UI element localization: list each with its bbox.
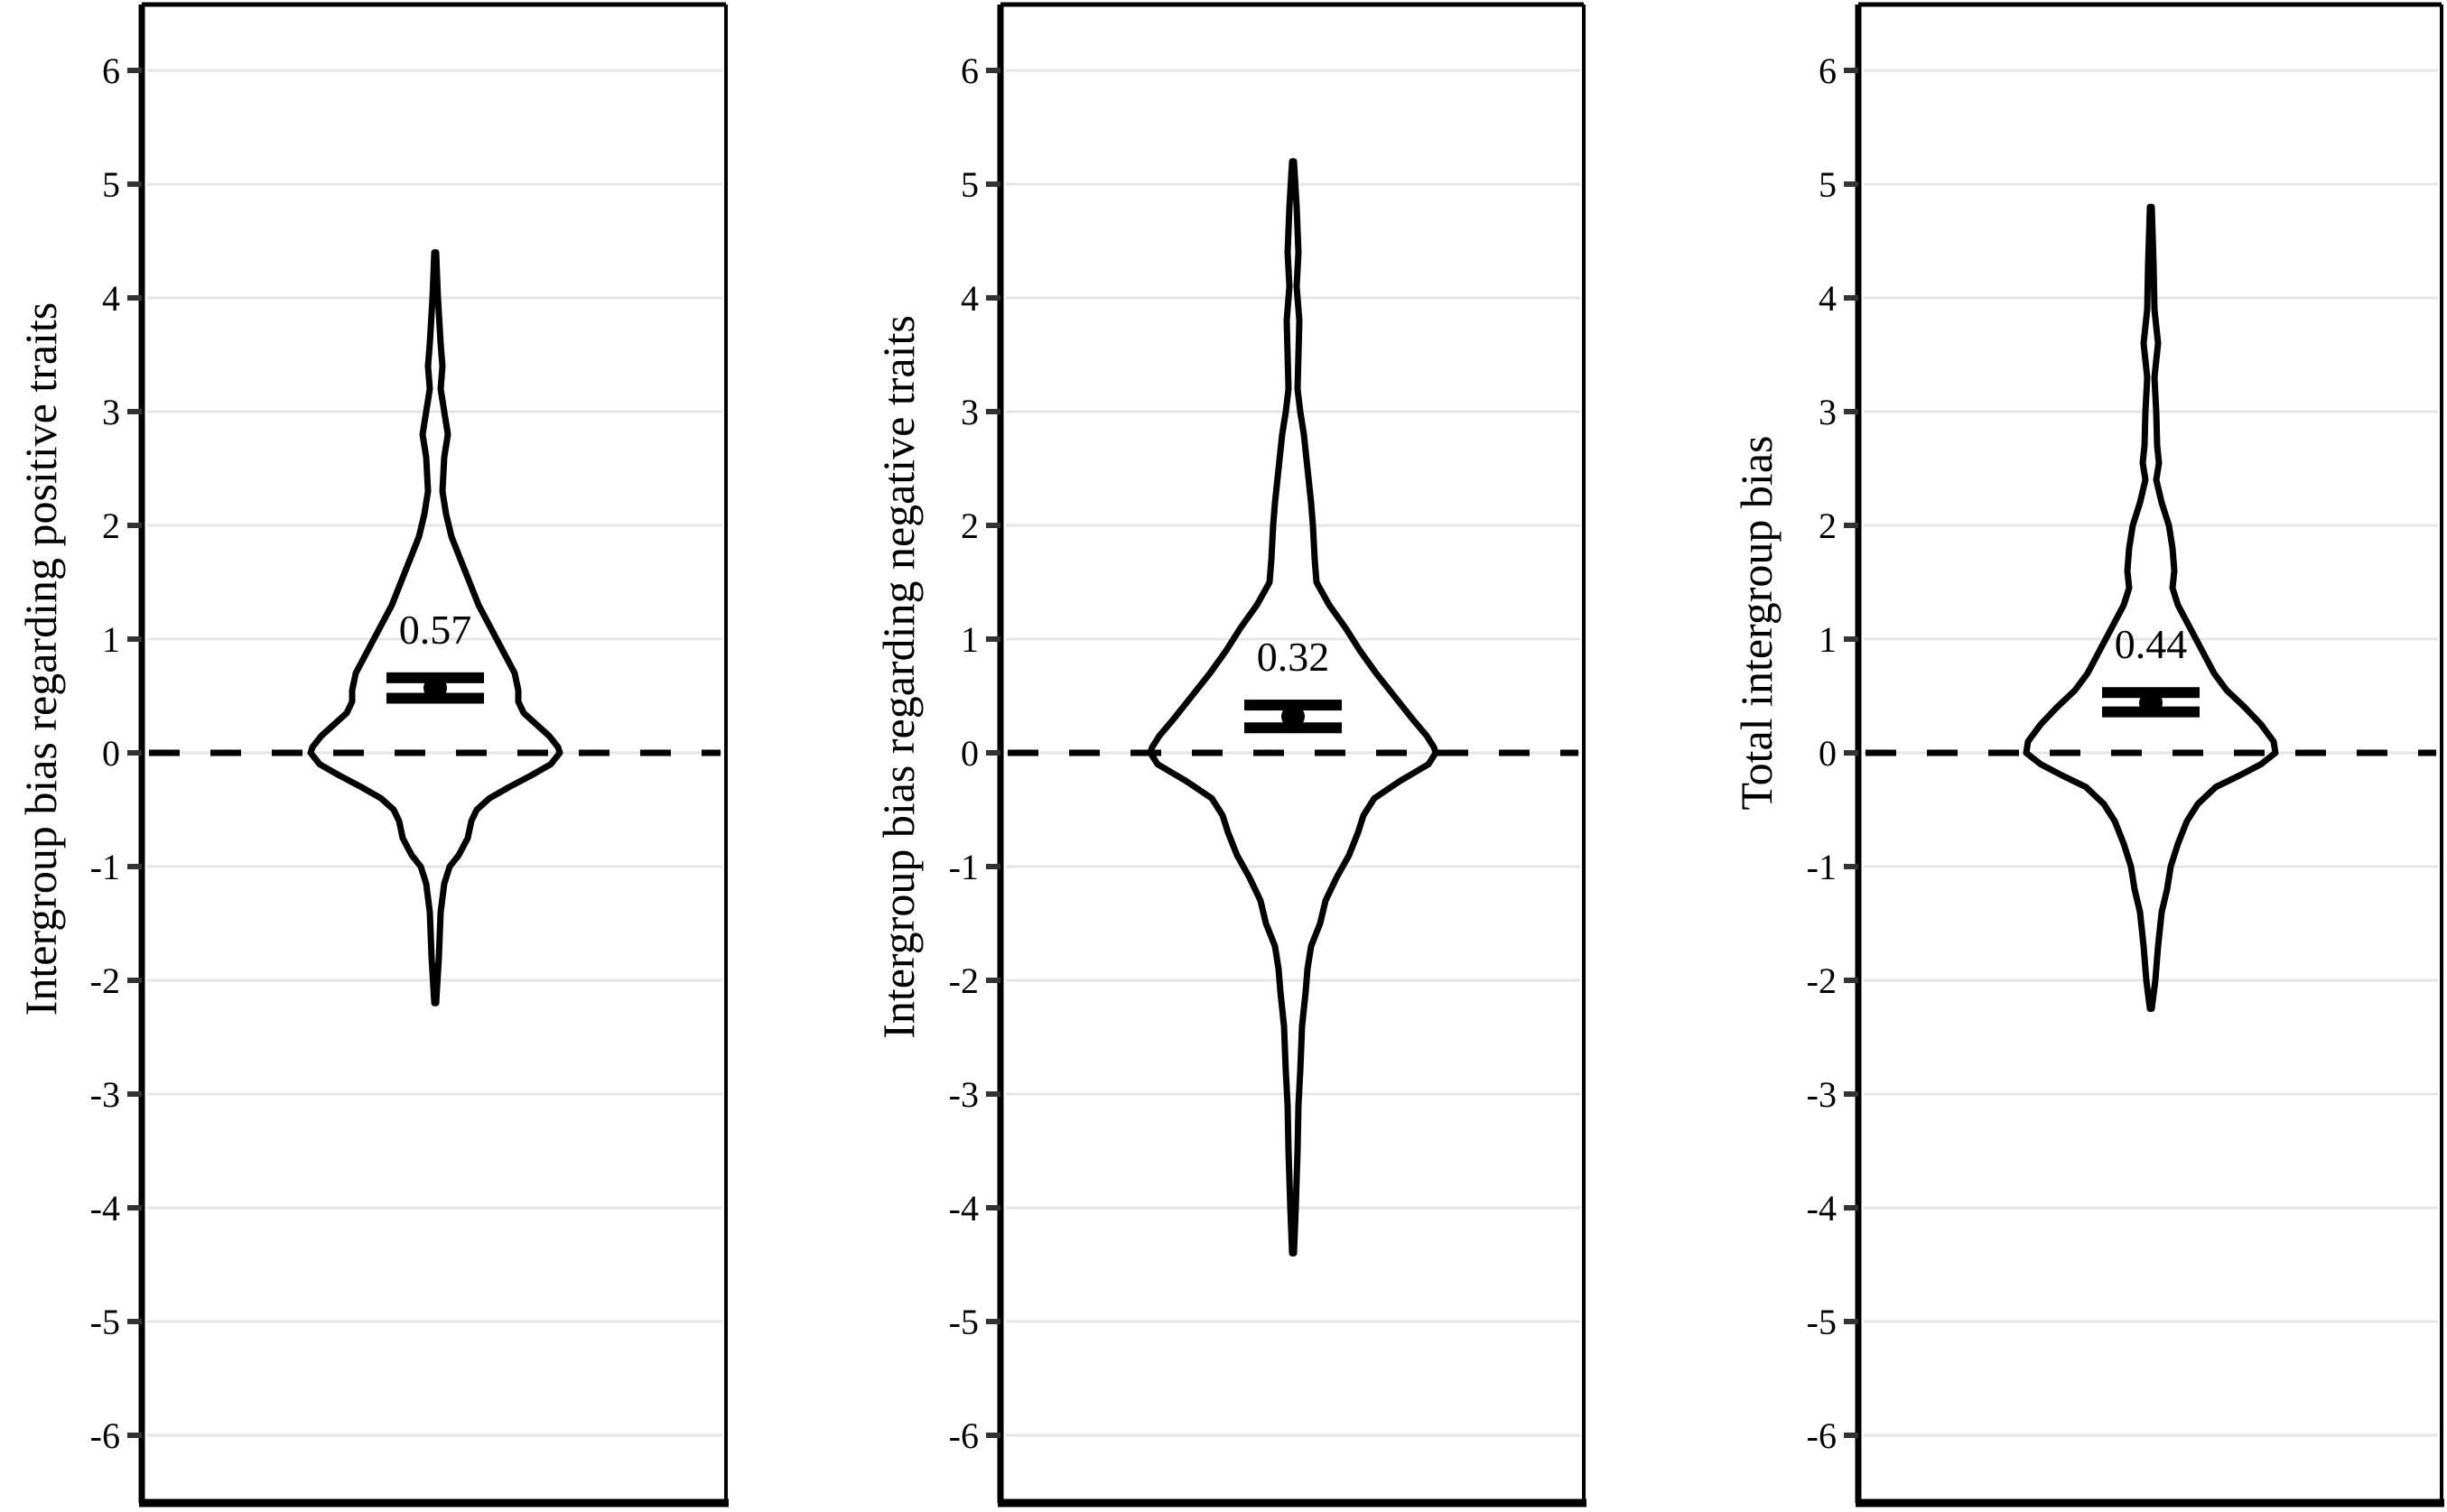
mean-point — [423, 676, 447, 700]
y-tick-label: 3 — [961, 392, 979, 432]
y-tick-label: 4 — [961, 278, 979, 319]
y-tick-label: -3 — [90, 1074, 120, 1115]
y-tick-label: -3 — [1807, 1074, 1837, 1115]
y-tick-label: -1 — [949, 847, 979, 887]
y-tick-label: -2 — [949, 960, 979, 1001]
y-tick-label: -5 — [90, 1302, 120, 1342]
y-tick-label: 2 — [961, 506, 979, 546]
y-tick-label: 6 — [102, 51, 120, 91]
y-tick-label: 0 — [102, 733, 120, 774]
y-tick-label: -6 — [949, 1415, 979, 1456]
y-tick-label: -4 — [90, 1188, 120, 1229]
y-tick-label: 4 — [102, 278, 120, 319]
y-tick-label: -6 — [90, 1415, 120, 1456]
y-axis-title: Total intergroup bias — [1731, 436, 1782, 811]
y-tick-label: -4 — [1807, 1188, 1837, 1229]
y-tick-label: -1 — [90, 847, 120, 887]
y-tick-label: -2 — [90, 960, 120, 1001]
y-tick-label: -5 — [1807, 1302, 1837, 1342]
y-tick-label: 6 — [1819, 51, 1837, 91]
y-tick-label: 1 — [961, 619, 979, 660]
y-tick-label: 6 — [961, 51, 979, 91]
mean-point — [2139, 691, 2163, 715]
panel-negative-traits: 0.32 6 5 4 3 2 1 0 -1 -2 -3 -4 -5 -6 Intergroup bias r… — [873, 2, 1586, 1507]
y-tick-label: 1 — [1819, 619, 1837, 660]
y-tick-label: -4 — [949, 1188, 979, 1229]
mean-value-label: 0.32 — [1257, 634, 1330, 680]
y-tick-label: 4 — [1819, 278, 1837, 319]
mean-value-label: 0.44 — [2115, 621, 2188, 667]
mean-value-label: 0.57 — [399, 607, 472, 653]
panel-total-bias: 0.44 6 5 4 3 2 1 0 -1 -2 -3 -4 -5 -6 Total intergroup … — [1731, 2, 2444, 1507]
y-tick-label: 0 — [1819, 733, 1837, 774]
y-tick-label: -2 — [1807, 960, 1837, 1001]
y-axis-title: Intergroup bias regarding negative trait… — [873, 315, 924, 1039]
y-tick-label: 1 — [102, 619, 120, 660]
y-tick-label: 2 — [102, 506, 120, 546]
y-tick-label: -1 — [1807, 847, 1837, 887]
y-tick-label: -5 — [949, 1302, 979, 1342]
violin-shape — [307, 249, 563, 1006]
y-tick-label: 5 — [961, 164, 979, 205]
y-tick-label: 5 — [1819, 164, 1837, 205]
y-tick-label: 3 — [1819, 392, 1837, 432]
y-tick-label: -6 — [1807, 1415, 1837, 1456]
y-tick-label: 0 — [961, 733, 979, 774]
violin-shape — [1147, 158, 1439, 1257]
violin-shape — [2023, 203, 2279, 1012]
y-tick-label: 2 — [1819, 506, 1837, 546]
mean-point — [1281, 704, 1305, 728]
y-tick-label: 5 — [102, 164, 120, 205]
y-axis-title: Intergroup bias regarding positive trait… — [15, 302, 66, 1016]
y-tick-label: 3 — [102, 392, 120, 432]
y-tick-label: -3 — [949, 1074, 979, 1115]
panel-positive-traits: 0.57 6 5 4 3 2 1 0 -1 -2 -3 -4 -5 -6 Intergroup bias r… — [15, 2, 729, 1507]
